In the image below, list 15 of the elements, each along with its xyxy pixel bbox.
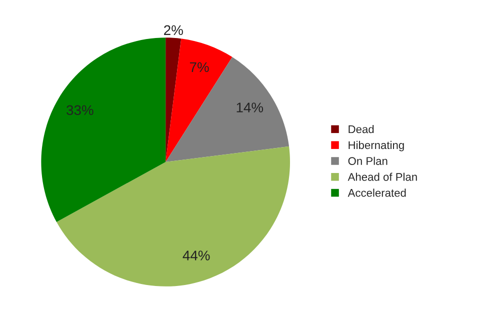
data-label: 2% xyxy=(164,25,183,36)
data-label: 44% xyxy=(182,250,210,260)
data-label: 33% xyxy=(66,105,94,116)
pie-slice xyxy=(166,56,290,162)
pie-slice xyxy=(41,38,166,222)
legend-label: Ahead of Plan xyxy=(348,172,417,181)
pie-slice xyxy=(56,146,290,286)
pie-slice xyxy=(166,38,182,162)
pie-slice xyxy=(166,38,232,162)
legend-label: Accelerated xyxy=(348,188,406,197)
legend-label: On Plan xyxy=(348,156,388,165)
legend-label: Hibernating xyxy=(348,140,404,152)
legend-label: Dead xyxy=(348,124,374,134)
data-label: 7% xyxy=(190,62,209,72)
data-label: 14% xyxy=(236,102,264,112)
